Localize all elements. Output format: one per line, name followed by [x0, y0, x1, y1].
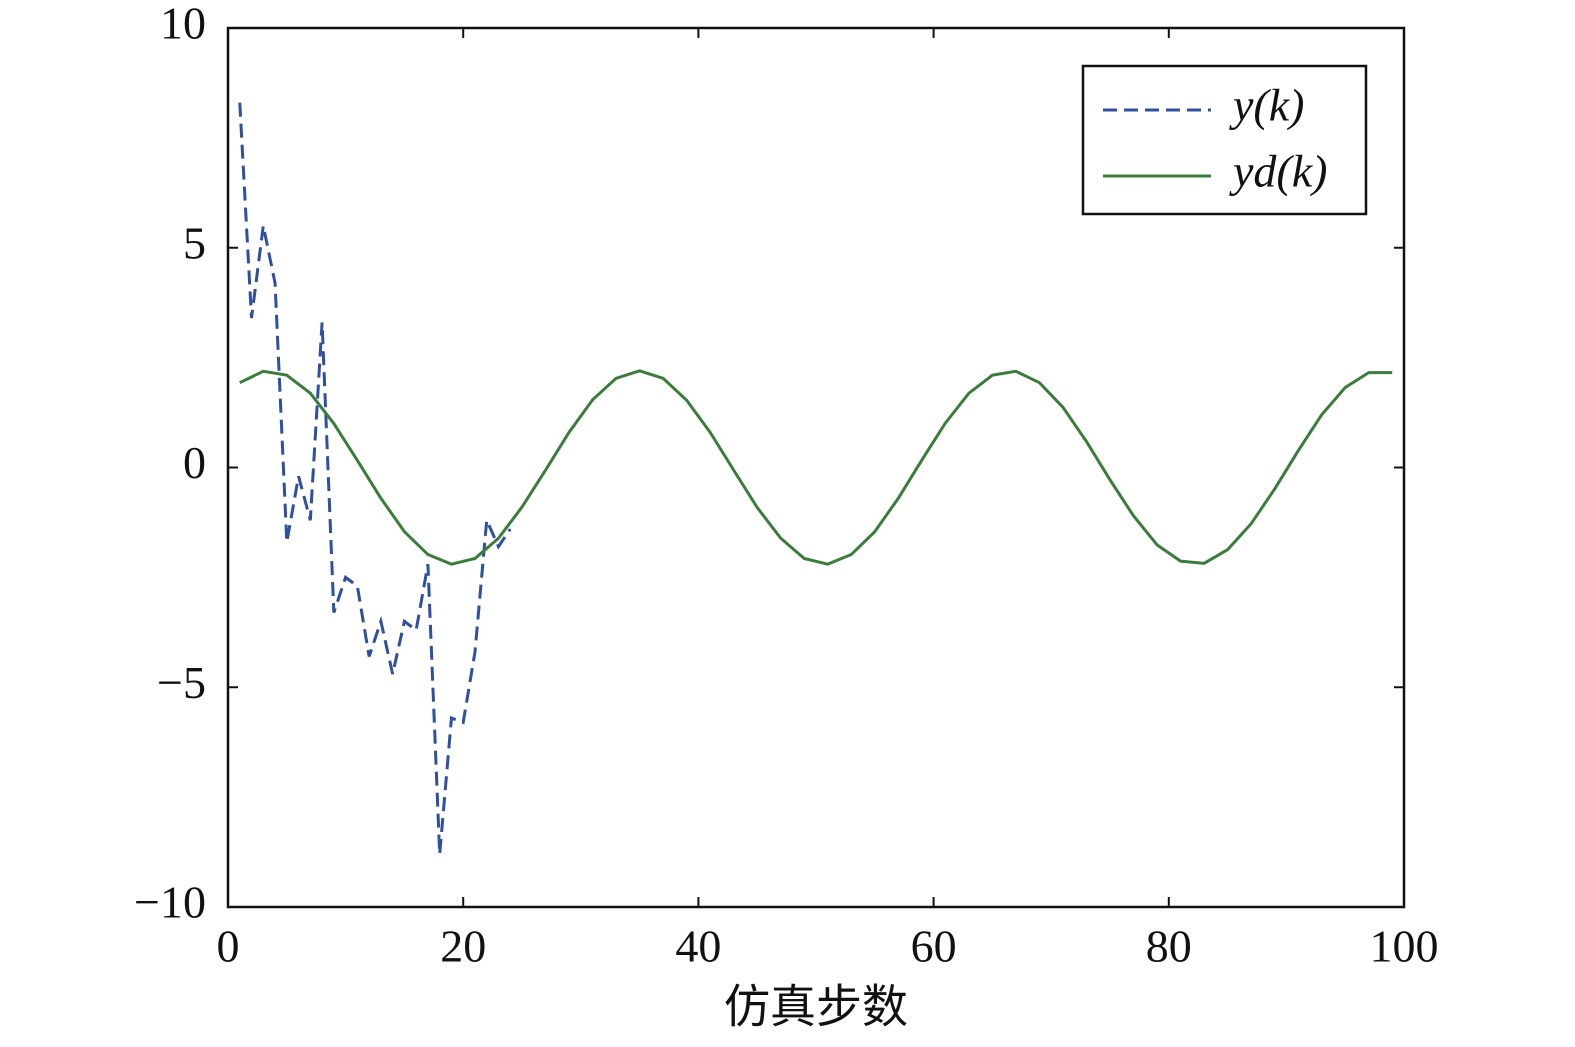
- x-tick-label: 60: [911, 921, 957, 972]
- legend-label: yd(k): [1229, 146, 1327, 197]
- y-tick-label: 0: [183, 437, 206, 488]
- x-tick-label: 0: [217, 921, 240, 972]
- legend-label: y(k): [1229, 80, 1304, 131]
- data-line: [239, 369, 1393, 566]
- y-tick-label: 10: [160, 0, 206, 49]
- y-tick-label: 5: [183, 217, 206, 268]
- y-tick-label: −5: [157, 657, 206, 708]
- x-tick-label: 80: [1146, 921, 1192, 972]
- data-line: [238, 102, 512, 855]
- x-axis-label: 仿真步数: [724, 982, 908, 1033]
- legend-box: [1081, 64, 1368, 216]
- x-tick-label: 40: [675, 921, 721, 972]
- x-tick-label: 20: [440, 921, 486, 972]
- x-tick-label: 100: [1370, 921, 1439, 972]
- y-tick-label: −10: [134, 877, 206, 928]
